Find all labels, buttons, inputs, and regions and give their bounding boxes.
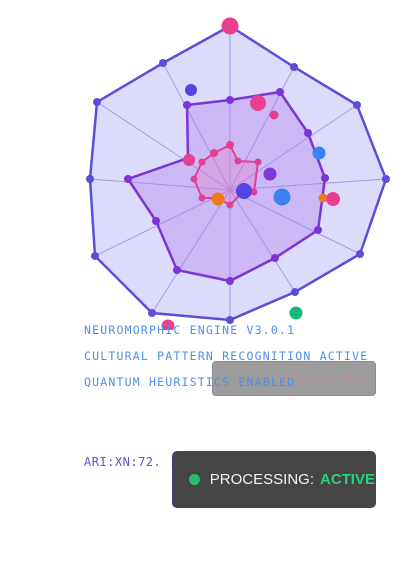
outer-vertex-8 [91, 252, 99, 260]
analysis-overlay-text: ANALYSIS MODE [278, 371, 365, 384]
particle-13 [161, 319, 175, 330]
radar-spoke-5 [229, 189, 296, 293]
analysis-overlay-box: ANALYSIS MODE [212, 361, 376, 396]
radar-particles [161, 17, 340, 330]
middle-vertex-4 [314, 226, 322, 234]
radar-spoke-1 [229, 66, 295, 191]
inner-vertex-1 [234, 157, 242, 165]
particle-3 [269, 110, 279, 120]
particle-9 [211, 192, 225, 206]
outer-vertex-5 [291, 288, 299, 296]
particle-14 [226, 141, 234, 149]
radar-spokes [89, 26, 387, 320]
outer-vertex-7 [148, 309, 156, 317]
middle-vertex-8 [152, 217, 160, 225]
particle-7 [236, 183, 252, 199]
quantum-heuristics-line: QUANTUM HEURISTICS ENABLED [84, 375, 296, 389]
processing-status-badge: PROCESSING: ACTIVE [172, 451, 376, 508]
status-indicator-dot [189, 474, 200, 485]
radar-spoke-3 [229, 178, 387, 191]
outer-vertex-11 [159, 59, 167, 67]
particle-6 [263, 167, 277, 181]
inner-vertex-8 [190, 175, 198, 183]
middle-vertex-9 [124, 175, 132, 183]
middle-vertex-7 [173, 266, 181, 274]
particle-2 [250, 95, 266, 111]
particle-12 [289, 306, 303, 320]
particle-10 [318, 193, 328, 203]
middle-vertex-11 [183, 101, 191, 109]
inner-vertex-9 [198, 158, 206, 166]
engine-version-line: NEUROMORPHIC ENGINE V3.0.1 [84, 323, 296, 337]
middle-vertex-6 [226, 277, 234, 285]
radar-spoke-4 [229, 189, 361, 255]
radar-spoke-2 [229, 104, 358, 191]
outer-vertex-3 [382, 175, 390, 183]
outer-vertex-10 [93, 98, 101, 106]
outer-vertex-1 [290, 63, 298, 71]
middle-vertex-3 [321, 174, 329, 182]
outer-vertex-4 [356, 250, 364, 258]
radar-spoke-10 [96, 101, 231, 191]
radar-visualization [86, 17, 390, 330]
inner-vertex-7 [198, 194, 206, 202]
particle-15 [210, 149, 218, 157]
middle-vertex-5 [271, 254, 279, 262]
inner-vertex-2 [254, 158, 262, 166]
particle-5 [183, 154, 195, 166]
status-label: PROCESSING: [209, 471, 314, 488]
middle-vertex-1 [276, 88, 284, 96]
outer-vertex-6 [226, 316, 234, 324]
pattern-recognition-line: CULTURAL PATTERN RECOGNITION ACTIVE [84, 349, 369, 363]
radar-spoke-8 [94, 189, 231, 257]
status-value: ACTIVE [319, 471, 375, 488]
radar-spoke-7 [151, 189, 231, 314]
inner-vertex-5 [226, 201, 234, 209]
particle-4 [312, 146, 326, 160]
inner-vertex-3 [250, 188, 258, 196]
particle-8 [273, 188, 291, 206]
outer-vertex-9 [86, 175, 94, 183]
outer-vertex-2 [353, 101, 361, 109]
middle-vertex-0 [226, 96, 234, 104]
particle-0 [221, 17, 239, 35]
radar-spoke-11 [162, 62, 231, 191]
particle-11 [326, 192, 340, 206]
radar-spoke-9 [89, 178, 231, 191]
middle-vertex-2 [304, 129, 312, 137]
particle-1 [185, 84, 197, 96]
